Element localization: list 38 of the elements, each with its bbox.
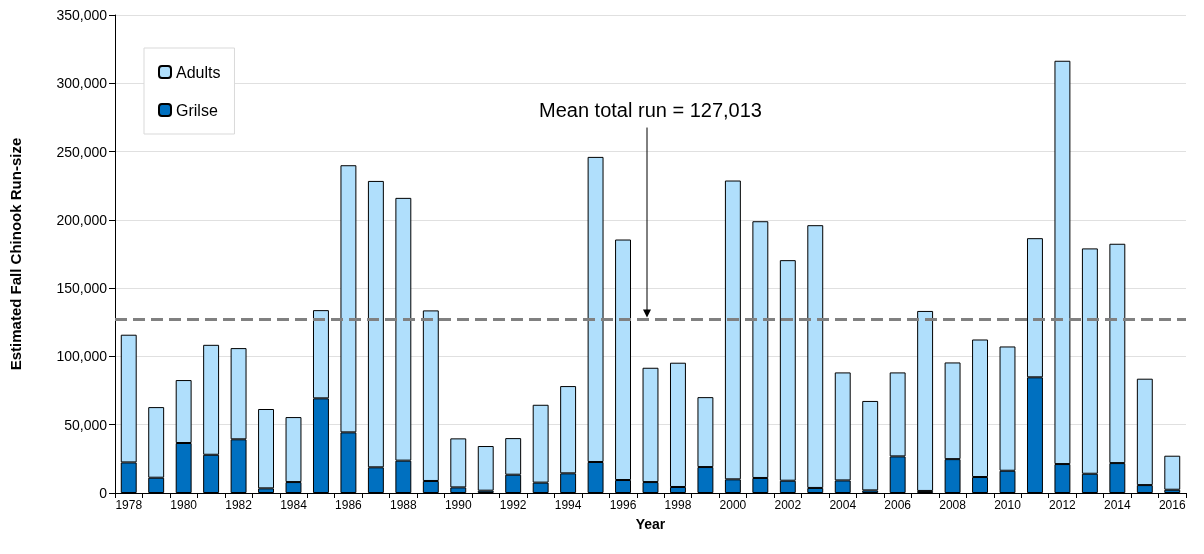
x-tick-label: 2006 — [884, 498, 912, 512]
x-tick-label: 1982 — [225, 498, 253, 512]
x-tick-label: 1992 — [499, 498, 527, 512]
x-tick-label: 1986 — [335, 498, 363, 512]
y-tick-label: 0 — [99, 485, 108, 501]
x-tick-label: 2016 — [1158, 498, 1186, 512]
x-tick-label: 1980 — [170, 498, 198, 512]
x-tick-label: 1996 — [609, 498, 637, 512]
legend-label: Grilse — [176, 101, 218, 119]
y-tick-label: 300,000 — [56, 75, 108, 92]
bar — [477, 446, 494, 491]
x-tick-label: 1978 — [115, 498, 143, 512]
ref-line-label: Mean total run = 127,013 — [539, 98, 762, 121]
bar — [917, 310, 934, 491]
x-tick-label: 1994 — [554, 498, 582, 512]
x-tick-label: 2008 — [939, 498, 967, 512]
legend-label: Adults — [176, 63, 221, 81]
y-tick-label: 150,000 — [56, 280, 108, 297]
y-tick-label: 350,000 — [56, 7, 108, 23]
x-tick-label: 2014 — [1103, 498, 1132, 512]
x-tick-label: 2012 — [1049, 498, 1077, 512]
x-tick-label: 1988 — [389, 498, 418, 512]
y-axis-title: Estimated Fall Chinook Run-size — [7, 137, 24, 371]
x-tick-label: 2000 — [719, 498, 747, 512]
y-tick-label: 200,000 — [56, 211, 108, 228]
x-tick-label: 2004 — [829, 498, 857, 512]
bar — [862, 400, 879, 491]
y-tick-label: 250,000 — [56, 143, 108, 160]
x-tick-label: 1998 — [664, 498, 692, 512]
y-tick-label: 50,000 — [64, 416, 108, 433]
x-tick-label: 1984 — [280, 498, 308, 512]
x-tick-label: 2010 — [994, 498, 1022, 512]
x-axis-title: Year — [635, 516, 666, 532]
bar — [1164, 455, 1181, 490]
y-tick-label: 100,000 — [56, 348, 108, 365]
x-tick-label: 1990 — [444, 498, 472, 512]
x-tick-label: 2002 — [774, 498, 802, 512]
bar — [258, 409, 274, 489]
